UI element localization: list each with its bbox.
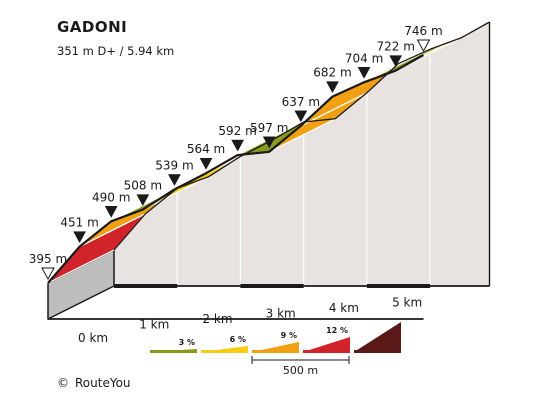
endpoint-marker-icon bbox=[41, 267, 55, 281]
x-tick-label: 2 km bbox=[202, 312, 232, 326]
elevation-marker-icon bbox=[199, 157, 213, 170]
elevation-summary: 351 m D+ / 5.94 km bbox=[57, 44, 175, 58]
legend-label: 3 % bbox=[179, 338, 195, 347]
elevation-label: 637 m bbox=[282, 95, 320, 109]
elevation-marker-icon bbox=[357, 67, 371, 79]
legend-label: 9 % bbox=[281, 331, 297, 340]
elevation-label: 395 m bbox=[29, 252, 67, 266]
elevation-marker-icon bbox=[326, 81, 339, 94]
x-tick-label: 4 km bbox=[329, 301, 359, 315]
legend-base-bar bbox=[303, 350, 350, 353]
elevation-marker-icon bbox=[168, 174, 181, 186]
elevation-label: 682 m bbox=[313, 66, 351, 80]
legend-base-bar bbox=[252, 350, 299, 353]
scale-bar-label: 500 m bbox=[283, 364, 318, 377]
elevation-marker-icon bbox=[231, 139, 245, 152]
endpoint-marker-icon bbox=[416, 39, 431, 53]
page-title: GADONI bbox=[57, 18, 128, 36]
elevation-label: 704 m bbox=[345, 51, 383, 65]
legend-base-bar bbox=[150, 350, 197, 353]
legend-label: 6 % bbox=[230, 335, 246, 344]
elevation-label: 722 m bbox=[376, 40, 414, 54]
elevation-label: 564 m bbox=[187, 142, 225, 156]
legend-swatch bbox=[252, 342, 299, 352]
profile-side-wall bbox=[114, 22, 490, 286]
credit-text: RouteYou bbox=[75, 376, 131, 390]
elevation-label: 592 m bbox=[218, 124, 256, 138]
elevation-label: 746 m bbox=[404, 24, 442, 38]
legend-swatch bbox=[303, 337, 350, 352]
elevation-label: 508 m bbox=[124, 179, 162, 193]
legend-swatch bbox=[354, 322, 401, 352]
elevation-marker-icon bbox=[294, 110, 308, 123]
copyright-icon: © bbox=[57, 376, 69, 390]
elevation-marker-icon bbox=[104, 206, 118, 218]
elevation-label: 490 m bbox=[92, 190, 130, 204]
x-tick-label: 0 km bbox=[78, 331, 108, 345]
legend-label: 12 % bbox=[326, 326, 348, 335]
x-tick-label: 3 km bbox=[266, 307, 296, 321]
legend-base-bar bbox=[354, 350, 401, 353]
elevation-label: 451 m bbox=[60, 216, 98, 230]
elevation-marker-icon bbox=[389, 55, 403, 68]
elevation-marker-icon bbox=[73, 231, 87, 244]
elevation-label: 539 m bbox=[155, 158, 193, 172]
elevation-marker-icon bbox=[136, 194, 150, 207]
elevation-label: 597 m bbox=[250, 121, 288, 135]
credit: © RouteYou bbox=[57, 376, 131, 390]
front-ridge-line bbox=[47, 54, 425, 284]
back-ridge-line bbox=[113, 21, 490, 251]
elevation-marker-icon bbox=[262, 136, 276, 149]
legend-base-bar bbox=[201, 350, 248, 353]
x-tick-label: 5 km bbox=[392, 296, 422, 310]
x-tick-label: 1 km bbox=[139, 318, 169, 332]
